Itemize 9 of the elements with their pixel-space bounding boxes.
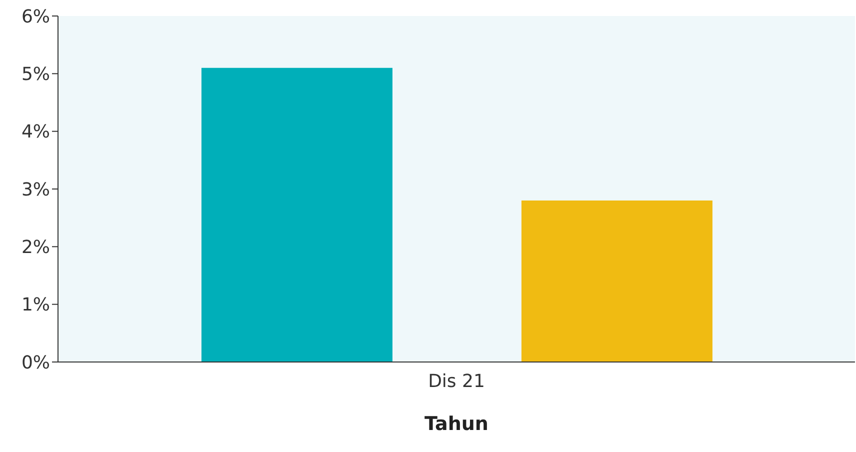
y-tick-label: 2%: [21, 237, 50, 258]
y-tick-label: 6%: [21, 6, 50, 28]
x-tick-label: Dis 21: [428, 370, 485, 392]
y-tick-label: 5%: [21, 64, 50, 86]
x-axis-title: Tahun: [424, 413, 488, 435]
y-tick-label: 4%: [21, 122, 50, 143]
y-tick-label: 3%: [21, 179, 50, 200]
y-tick-label: 1%: [21, 294, 50, 316]
y-tick-label: 0%: [21, 352, 50, 374]
